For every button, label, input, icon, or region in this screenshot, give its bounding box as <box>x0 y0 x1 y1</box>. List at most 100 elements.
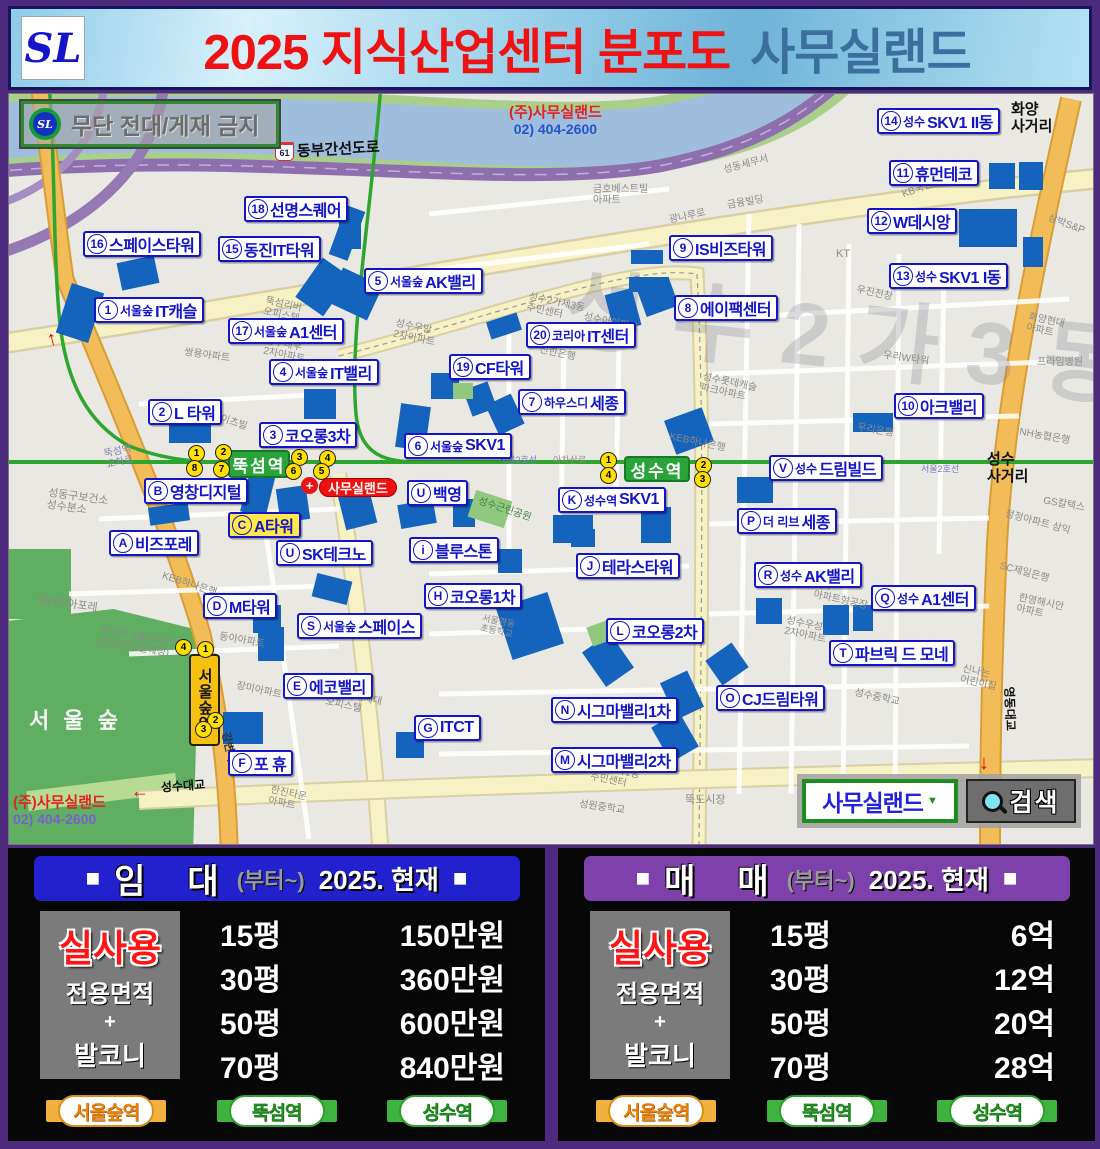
price-row: 30평 12억 <box>770 955 1055 999</box>
map-marker-K: K 성수역 SKV1 <box>558 487 666 513</box>
marker-name: IS비즈타워 <box>695 242 767 259</box>
marker-name: 스페이스타워 <box>109 238 195 255</box>
map-text: KT <box>836 248 851 260</box>
rent-station-badges: 서울숲역 뚝섬역 성수역 <box>46 1095 507 1127</box>
marker-badge: O <box>720 688 740 708</box>
marker-badge: 1 <box>98 300 118 320</box>
station-badge-성수역: 성수역 <box>387 1095 507 1127</box>
marker-name: AK밸리 <box>804 569 855 586</box>
marker-badge: S <box>301 616 321 636</box>
sale-panel-header: ■ 매 매 (부터~) 2025. 현재 ■ <box>583 856 1070 901</box>
size-cell: 30평 <box>220 964 281 997</box>
map-marker-Q: Q 성수 A1센터 <box>871 585 976 611</box>
map-marker-A: A 비즈포레 <box>109 530 199 556</box>
marker-badge: 16 <box>87 234 107 254</box>
map-text: ↓ <box>979 752 989 774</box>
map-marker-6: 6 서울숲 SKV1 <box>404 433 512 459</box>
marker-name: A1센터 <box>289 325 338 342</box>
marker-name-small: 성수 <box>903 114 926 129</box>
marker-badge: 6 <box>408 436 428 456</box>
building-shape <box>653 289 673 303</box>
station-badge-서울숲역: 서울숲역 <box>596 1095 716 1127</box>
map-text: 화양 사거리 <box>1011 101 1053 135</box>
marker-name: SKV1 <box>619 491 659 508</box>
map-marker-9: 9 IS비즈타워 <box>669 235 773 261</box>
marker-name-small: 성수 <box>795 461 818 476</box>
exit-badge-3: 3 <box>195 721 212 738</box>
price-cell: 600만원 <box>399 1008 505 1041</box>
title-brand: 사무실랜드 <box>750 25 971 80</box>
building-shape <box>498 549 522 573</box>
marker-badge: B <box>148 481 168 501</box>
marker-name: 세종 <box>590 396 619 413</box>
size-cell: 30평 <box>770 964 831 997</box>
map-marker-H: H 코오롱1차 <box>424 583 523 609</box>
price-cell: 20억 <box>994 1008 1055 1041</box>
building-shape <box>756 598 782 624</box>
title-main: 2025 지식산업센터 분포도 <box>203 25 731 80</box>
seoul-forest-park <box>9 549 71 619</box>
marker-name-small: 더 리브 <box>763 514 800 529</box>
map-marker-J: J 테라스타워 <box>576 553 681 579</box>
map-marker-12: 12 W데시앙 <box>867 208 958 234</box>
map-marker-14: 14 성수 SKV1 II동 <box>877 108 1000 134</box>
company-logo: SL <box>21 16 85 80</box>
marker-badge: 11 <box>893 163 913 183</box>
marker-badge: 7 <box>522 392 542 412</box>
map-marker-B: B 영창디지털 <box>144 478 249 504</box>
building-shape <box>258 627 284 661</box>
marker-badge: 18 <box>248 199 268 219</box>
map-marker-10: 10 아크밸리 <box>894 393 984 419</box>
building-shape <box>1023 237 1043 267</box>
size-cell: 50평 <box>220 1008 281 1041</box>
marker-badge: J <box>580 556 600 576</box>
station-badge-뚝섬역: 뚝섬역 <box>216 1095 337 1127</box>
map-text: 성수 사거리 <box>987 451 1029 485</box>
price-cell: 360만원 <box>399 964 505 997</box>
marker-badge: G <box>418 718 438 738</box>
search-button[interactable]: 검색 <box>966 779 1076 823</box>
office-pin-label: 사무실랜드 <box>319 478 397 497</box>
marker-name: 비즈포레 <box>135 537 192 554</box>
exit-badge-2: 2 <box>215 444 232 461</box>
marker-name: 시그마밸리1차 <box>577 704 671 721</box>
building-shape <box>1019 162 1043 190</box>
price-row: 15평 6억 <box>770 911 1055 955</box>
price-row: 50평 20억 <box>770 999 1055 1043</box>
contact-bottom: (주)사무실랜드 02) 404-2600 <box>13 794 106 828</box>
marker-name-small: 코리아 <box>552 328 586 343</box>
usage-note: 실사용 전용면적 + 발코니 <box>40 911 180 1079</box>
marker-name: 드림빌드 <box>819 462 876 479</box>
station-badge-서울숲역: 서울숲역 <box>46 1095 166 1127</box>
dropdown-arrow-icon[interactable]: ▼ <box>926 795 938 807</box>
station-badge-뚝섬역: 뚝섬역 <box>766 1095 887 1127</box>
marker-badge: L <box>610 621 630 641</box>
contact-top: (주)사무실랜드 02) 404-2600 <box>509 104 602 138</box>
map-marker-19: 19 CF타워 <box>449 354 531 380</box>
map-marker-3: 3 코오롱3차 <box>259 422 358 448</box>
size-cell: 70평 <box>220 1052 281 1085</box>
marker-badge: 10 <box>898 396 918 416</box>
exit-badge-4: 4 <box>175 639 192 656</box>
map-marker-18: 18 선명스퀘어 <box>244 196 349 222</box>
marker-badge: 17 <box>232 321 252 341</box>
rent-price-table: 15평 150만원 30평 360만원 50평 600만원 70평 840만원 <box>220 911 545 1085</box>
marker-badge: T <box>833 643 853 663</box>
marker-name: 코오롱3차 <box>285 429 351 446</box>
search-input[interactable]: 사무실랜드 ▼ <box>802 779 958 823</box>
map-marker-16: 16 스페이스타워 <box>83 231 202 257</box>
marker-name: SK테크노 <box>302 547 366 564</box>
marker-badge: E <box>287 676 307 696</box>
map-text: 서 울 숲 <box>29 708 122 733</box>
marker-name: 에코밸리 <box>309 680 366 697</box>
price-row: 70평 840만원 <box>220 1043 505 1087</box>
marker-name-small: 서울숲 <box>120 303 154 318</box>
marker-name-small: 서울숲 <box>430 439 464 454</box>
building-shape <box>737 477 773 503</box>
exit-badge-4: 4 <box>600 467 617 484</box>
map-text: 영동대교 <box>1002 686 1018 732</box>
map-marker-15: 15 동진IT타워 <box>218 236 322 262</box>
building-shape <box>453 499 475 527</box>
